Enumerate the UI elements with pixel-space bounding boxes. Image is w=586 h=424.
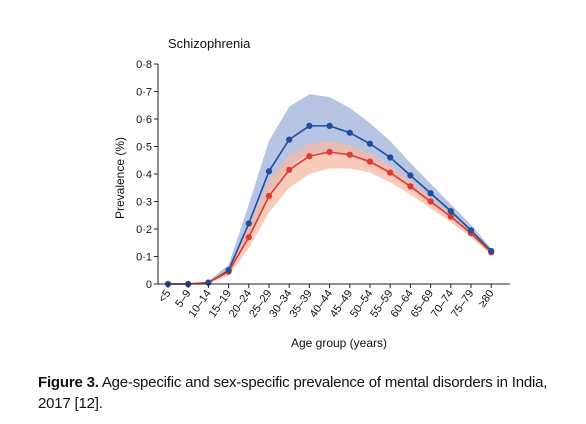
series-1-point: [387, 154, 394, 161]
y-tick-label: 0·8: [136, 59, 152, 71]
axes: [154, 63, 510, 288]
caption-label: Figure 3.: [38, 374, 99, 391]
y-tick-label: 0·5: [136, 142, 152, 154]
y-tick-label: 0·1: [136, 252, 152, 264]
series-1-band: [168, 94, 492, 284]
series-1-point: [366, 140, 374, 147]
confidence-bands: [168, 94, 492, 284]
series-1-point: [245, 220, 252, 227]
series-1-point: [326, 122, 333, 129]
y-axis-label: Prevalence (%): [113, 137, 127, 219]
series-1-point: [427, 190, 434, 197]
series-2-point: [265, 192, 273, 200]
series-1-point: [306, 122, 313, 129]
chart-title: Schizophrenia: [168, 36, 251, 51]
series-1-point: [265, 168, 273, 175]
series-2-point: [387, 169, 394, 176]
series-1-point: [407, 172, 414, 179]
series-2-point: [326, 148, 333, 156]
y-tick-label: 0·6: [136, 114, 152, 126]
series-2-point: [346, 151, 353, 158]
series-2-band: [168, 141, 492, 284]
series-2-point: [245, 234, 252, 241]
series-1-point: [286, 136, 293, 143]
series-2-point: [286, 166, 293, 173]
series-1-point: [467, 227, 475, 234]
x-tick-label: <5: [156, 288, 173, 305]
series-2-point: [306, 153, 313, 160]
series-1-point: [225, 267, 232, 274]
figure-caption: Figure 3. Age-specific and sex-specific …: [38, 372, 578, 414]
caption-text: Age-specific and sex-specific prevalence…: [38, 374, 548, 412]
x-axis-label: Age group (years): [291, 336, 387, 350]
series-2-point: [427, 198, 434, 205]
x-tick-label: ≥80: [476, 288, 496, 310]
y-tick-labels: 0 0·1 0·2 0·3 0·4 0·5 0·6 0·7 0·8: [136, 59, 152, 291]
x-tick-labels: <5 5–910–1415–1920–2425–2930–3435–3940–44…: [156, 288, 496, 320]
y-tick-label: 0·2: [136, 224, 152, 236]
y-tick-label: 0·7: [136, 87, 152, 99]
series-2-point: [366, 158, 374, 165]
series-2-point: [407, 183, 414, 190]
series-1-point: [346, 129, 353, 136]
series-1-point: [447, 208, 454, 215]
y-tick-label: 0: [146, 279, 152, 291]
series-points: [164, 122, 495, 288]
series-1-point: [488, 247, 495, 255]
series-2-point: [447, 213, 454, 220]
series-2-line: [168, 151, 492, 285]
schizophrenia-chart: Schizophrenia 00·10·20·30·40·50·60·70·8 …: [113, 36, 510, 350]
y-tick-label: 0·3: [136, 197, 152, 209]
y-tick-label: 0·4: [136, 169, 152, 181]
